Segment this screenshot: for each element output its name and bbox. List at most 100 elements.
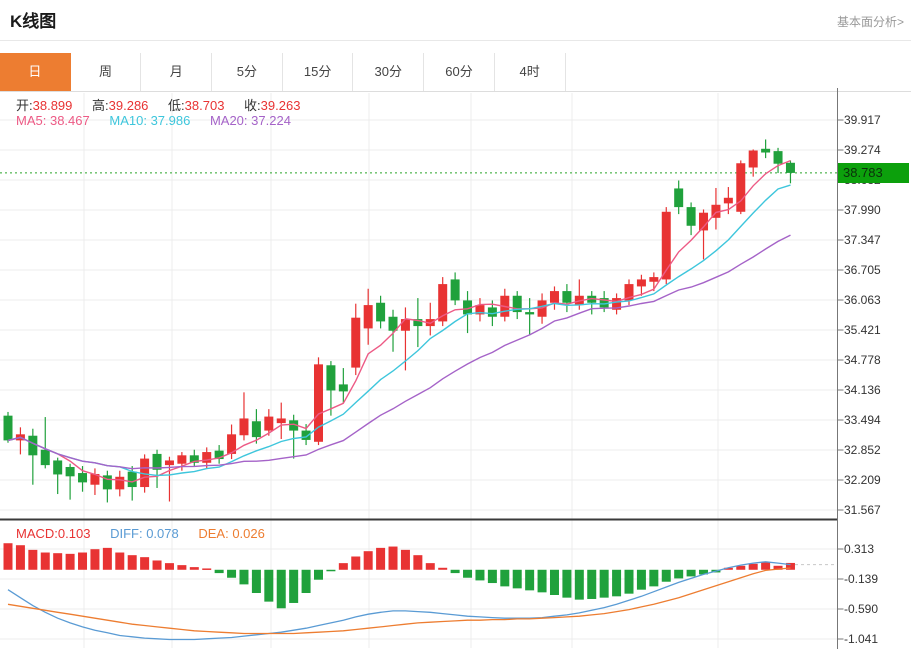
ma10-value: 37.986 <box>150 113 191 128</box>
macd-bar <box>3 543 13 570</box>
macd-bar <box>736 565 746 570</box>
ma5-label: MA5: <box>16 113 47 128</box>
candle-down <box>674 188 684 208</box>
candle-down <box>761 148 771 153</box>
macd-bar <box>90 549 100 570</box>
macd-bar <box>189 567 199 570</box>
candle-up <box>736 163 746 212</box>
candle-up <box>711 204 721 218</box>
macd-bar <box>40 552 50 570</box>
open-value: 38.899 <box>32 98 73 113</box>
y-axis-label: 32.852 <box>844 443 881 457</box>
ma20-label: MA20: <box>209 113 248 128</box>
candle-up <box>227 434 237 454</box>
macd-bar <box>450 569 460 574</box>
y-axis-label: 34.778 <box>844 353 881 367</box>
macd-bar <box>102 547 112 570</box>
y-axis-label: 37.347 <box>844 233 881 247</box>
macd-bar <box>127 555 137 570</box>
candle-down <box>376 302 386 322</box>
macd-bar <box>413 555 423 570</box>
macd-bar <box>612 569 622 597</box>
fundamental-analysis-link[interactable]: 基本面分析> <box>836 15 904 29</box>
current-price-badge: 38.783 <box>838 162 909 183</box>
candle-down <box>599 298 609 308</box>
macd-bar <box>537 569 547 593</box>
macd-bar <box>15 545 25 570</box>
candle-down <box>78 473 88 483</box>
diff-line <box>7 561 791 641</box>
candle-down <box>214 450 224 460</box>
candle-down <box>326 365 336 391</box>
candle-up <box>636 279 646 287</box>
macd-bar <box>53 553 63 570</box>
candle-down <box>28 435 38 456</box>
macd-bar <box>227 569 237 578</box>
ohlc-info-row: 开:38.899 高:39.286 低:38.703 收:39.263 <box>16 95 316 114</box>
candle-up <box>264 416 274 431</box>
candle-up <box>649 277 659 282</box>
y-axis-label: -0.590 <box>844 602 879 616</box>
macd-info-row: MACD:0.103 DIFF: 0.078 DEA: 0.026 <box>16 526 281 541</box>
candle-down <box>127 471 137 488</box>
candle-up <box>661 211 671 280</box>
candle-down <box>53 460 63 475</box>
y-axis-label: 36.063 <box>844 293 881 307</box>
macd-bar <box>463 569 473 578</box>
y-axis-label: 0.313 <box>844 542 875 556</box>
macd-bar <box>723 567 733 570</box>
macd-bar <box>115 552 125 570</box>
candle-up <box>624 284 634 301</box>
macd-bar <box>177 565 187 570</box>
candle-down <box>562 291 572 303</box>
macd-bar <box>699 569 709 575</box>
y-axis-label: 39.917 <box>844 113 881 127</box>
candle-up <box>351 317 361 368</box>
macd-bar <box>239 569 249 585</box>
candle-down <box>463 300 473 315</box>
y-axis-label: -0.139 <box>844 572 879 586</box>
y-axis-label: 36.705 <box>844 263 881 277</box>
tab-日[interactable]: 日 <box>0 53 71 91</box>
tab-60分[interactable]: 60分 <box>424 53 495 91</box>
tab-15分[interactable]: 15分 <box>282 53 354 91</box>
macd-bar <box>549 569 559 595</box>
ma5-line <box>7 159 791 483</box>
timeframe-tab-bar: 日周月 5分 15分 30分 60分 4时 <box>0 53 911 92</box>
candle-up <box>140 458 150 488</box>
macd-bar <box>761 562 771 570</box>
candle-up <box>276 418 286 424</box>
macd-bar <box>425 563 435 570</box>
macd-bar <box>264 569 274 602</box>
candle-up <box>549 291 559 303</box>
candle-down <box>338 384 348 392</box>
candle-down <box>785 162 795 173</box>
macd-bar <box>674 569 684 579</box>
macd-bar <box>65 553 75 570</box>
candle-up <box>438 284 448 322</box>
candle-up <box>314 364 323 442</box>
y-axis-label: 34.136 <box>844 383 881 397</box>
candle-down <box>152 453 162 470</box>
macd-bar <box>140 557 150 570</box>
candle-down <box>301 430 311 440</box>
ma5-value: 38.467 <box>49 113 90 128</box>
tab-4时[interactable]: 4时 <box>494 53 566 91</box>
macd-bar <box>438 567 448 570</box>
macd-bar <box>636 569 646 590</box>
tab-5分[interactable]: 5分 <box>212 53 283 91</box>
y-axis-label: 35.421 <box>844 323 881 337</box>
ma-info-row: MA5: 38.467 MA10: 37.986 MA20: 37.224 <box>16 113 307 128</box>
tab-30分[interactable]: 30分 <box>353 53 425 91</box>
tab-月[interactable]: 月 <box>141 53 213 91</box>
ma20-value: 37.224 <box>251 113 291 128</box>
ma20-line <box>7 234 791 470</box>
tab-周[interactable]: 周 <box>70 53 142 91</box>
macd-bar <box>400 549 410 570</box>
y-axis-label: 33.494 <box>844 413 881 427</box>
candle-down <box>40 449 50 466</box>
macd-bar <box>500 569 510 587</box>
macd-bar <box>314 569 323 580</box>
low-label: 低: <box>168 98 185 113</box>
